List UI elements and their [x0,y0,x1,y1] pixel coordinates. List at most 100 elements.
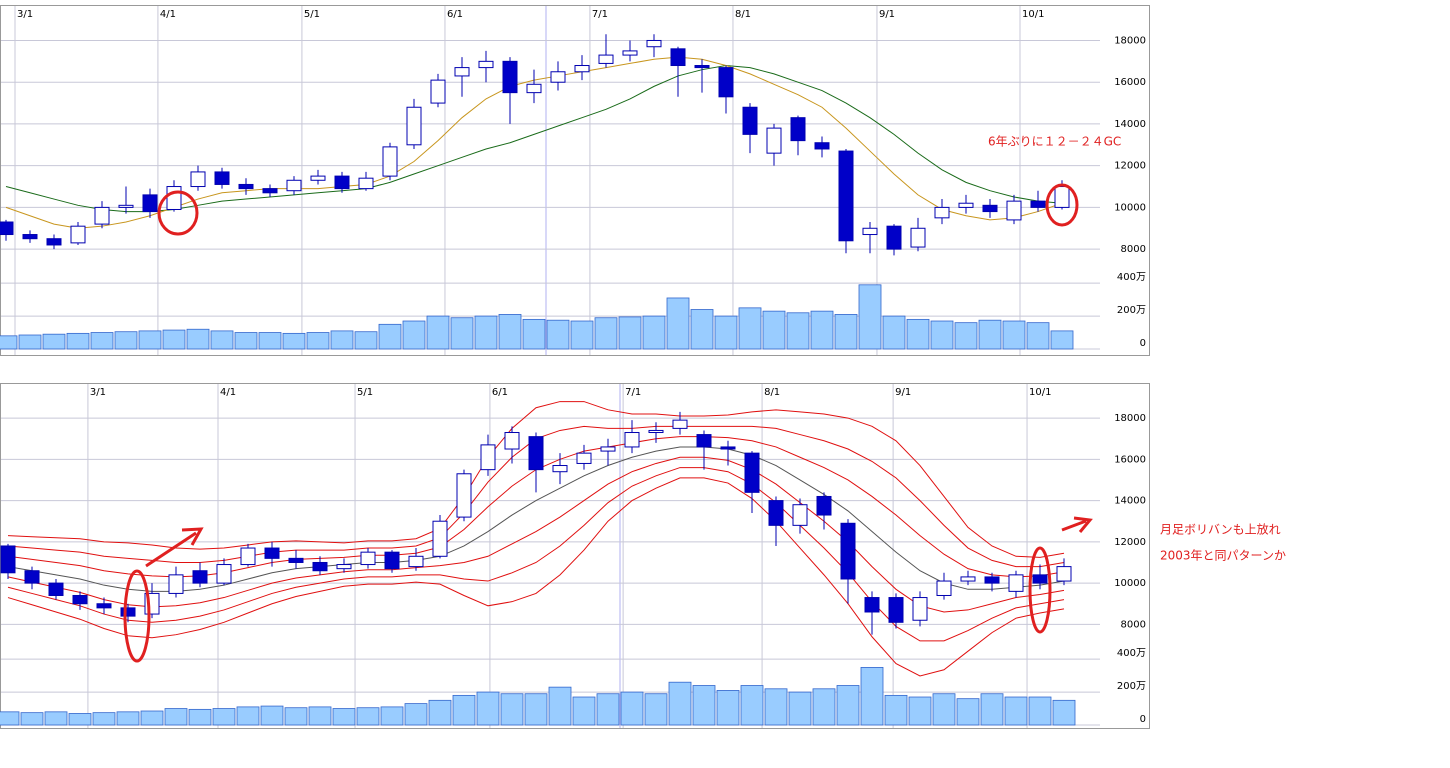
candle-body [600,446,616,452]
candle-body [646,39,662,48]
candle-body [960,576,976,582]
candle-body [1008,574,1024,592]
y-tick-label: 16000 [1114,454,1146,465]
candle-body [96,603,112,609]
candle-body [430,79,446,104]
x-tick-label: 4/1 [220,387,236,398]
volume-bar [308,706,332,726]
y-tick-label: 12000 [1114,161,1146,172]
y-tick-label: 16000 [1114,77,1146,88]
volume-bar [332,708,356,726]
volume-bar [164,708,188,726]
candle-body [718,67,734,98]
candle-body [792,504,808,526]
volume-bar [452,694,476,726]
candle-body [118,204,134,208]
volume-bar [786,312,810,350]
candle-body [694,65,710,69]
x-tick-label: 9/1 [895,387,911,398]
candle-body [766,127,782,154]
volume-bar [20,712,44,726]
volume-bar [404,703,428,726]
volume-bar [932,693,956,726]
volume-bar [114,331,138,350]
candle-body [334,175,350,190]
volume-bar [522,318,546,350]
y-tick-label: 200万 [1117,681,1146,692]
candle-body [120,607,136,617]
volume-bar [500,693,524,726]
volume-bar [236,706,260,726]
candle-body [576,452,592,464]
circle [1045,183,1079,227]
volume-bar [474,315,498,350]
volume-bar [810,310,834,350]
y-tick-label: 18000 [1114,35,1146,46]
volume-bar [834,314,858,350]
volume-bar [954,322,978,350]
y-tick-label: 400万 [1117,648,1146,659]
x-tick-label: 7/1 [592,9,608,20]
bollinger-band [7,456,1065,613]
volume-bar [380,706,404,726]
panel-frame [0,383,1150,729]
candle-body [238,183,254,190]
candle-body [216,564,232,584]
x-tick-label: 6/1 [447,9,463,20]
candle-body [982,204,998,213]
candle-body [310,175,326,181]
volume-bar [1002,320,1026,350]
volume-bar [284,707,308,726]
candle-body [550,71,566,83]
candle-body [912,597,928,621]
candle-body [456,473,472,518]
volume-bar [690,309,714,350]
arrow [145,527,204,568]
circle [123,569,151,663]
candle-body [648,429,664,434]
volume-bar [90,332,114,350]
candle-body [168,574,184,594]
volume-bar [378,323,402,350]
volume-bar [1052,699,1076,726]
candle-body [240,547,256,566]
candle-body [888,597,904,623]
volume-bar [594,317,618,350]
volume-bar [740,685,764,726]
candle-body [72,594,88,605]
y-tick-label: 8000 [1121,244,1146,255]
candle-body [384,551,400,570]
volume-bar [956,698,980,726]
volume-bar [476,691,500,726]
candle-body [840,522,856,580]
volume-bar [858,284,882,350]
panel-frame [0,5,1150,356]
volume-bar [548,686,572,726]
bollinger-band [7,467,1065,642]
candle-body [480,444,496,471]
x-tick-label: 5/1 [357,387,373,398]
volume-bar [860,666,884,726]
bollinger-band [7,477,1065,677]
volume-bar [1004,696,1028,726]
y-tick-label: 10000 [1114,578,1146,589]
candle-body [478,60,494,69]
y-tick-label: 400万 [1117,272,1146,283]
volume-bar [882,315,906,350]
arrow [1061,516,1093,533]
volume-bar [42,333,66,350]
candle-body [432,520,448,557]
candle-body [886,225,902,250]
volume-bar [668,681,692,726]
candle-body [214,171,230,185]
candle-body [142,194,158,213]
x-tick-label: 8/1 [735,9,751,20]
volume-bar [498,314,522,350]
candle-body [408,555,424,568]
candle-body [192,570,208,584]
volume-bar [186,328,210,350]
volume-bar [354,331,378,350]
x-tick-label: 6/1 [492,387,508,398]
candle-body [864,597,880,613]
volume-bar [282,332,306,350]
